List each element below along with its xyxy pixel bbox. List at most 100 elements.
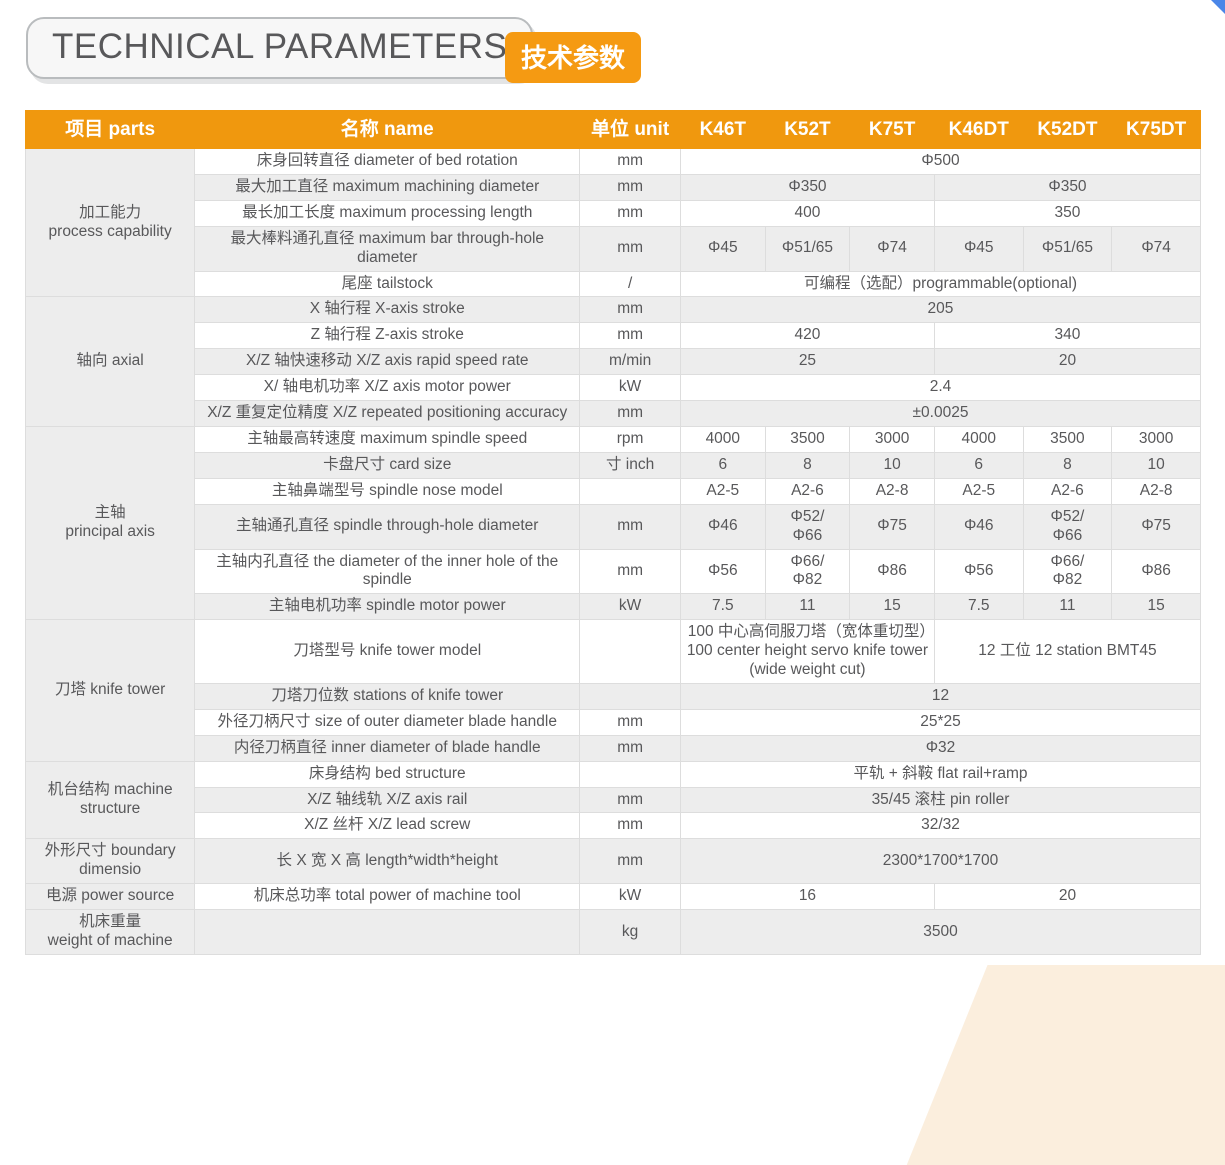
page-title-banner: TECHNICAL PARAMETERS bbox=[26, 17, 534, 79]
header-model-k52dt: K52DT bbox=[1022, 110, 1113, 149]
table-row: 主轴通孔直径 spindle through-hole diameter mm Φ4… bbox=[26, 503, 1201, 550]
row-name: 卡盘尺寸 card size bbox=[194, 451, 581, 479]
table-row: 最大棒料通孔直径 maximum bar through-hole diamet… bbox=[26, 225, 1201, 272]
row-name: 最大加工直径 maximum machining diameter bbox=[194, 173, 581, 201]
row-value: 平轨 + 斜鞍 flat rail+ramp bbox=[679, 760, 1202, 788]
row-unit: mm bbox=[579, 225, 681, 272]
technical-parameters-table: 项目 parts 名称 name 单位 unit K46T K52T K75T … bbox=[24, 110, 1202, 955]
row-unit: mm bbox=[579, 734, 681, 762]
row-value: 205 bbox=[679, 296, 1202, 324]
row-value: A2-6 bbox=[764, 477, 851, 505]
row-unit: mm bbox=[579, 838, 681, 885]
section-label: 机台结构 machine structure bbox=[24, 760, 196, 840]
table-row: 最长加工长度 maximum processing length mm 400 350 bbox=[26, 199, 1202, 227]
bottom-right-decoration-shape-2 bbox=[1115, 965, 1225, 1165]
row-unit: mm bbox=[579, 199, 681, 227]
row-value: 15 bbox=[1111, 593, 1201, 621]
row-value: 6 bbox=[679, 451, 766, 479]
row-value: Φ45 bbox=[679, 225, 766, 272]
row-value: A2-8 bbox=[849, 477, 935, 505]
row-name: 机床总功率 total power of machine tool bbox=[194, 883, 581, 911]
row-value: Φ51/65 bbox=[1022, 225, 1113, 272]
row-value: Φ51/65 bbox=[764, 225, 851, 272]
row-value: Φ66/Φ82 bbox=[1022, 548, 1113, 595]
row-value: 8 bbox=[764, 451, 851, 479]
row-value: 可编程（选配）programmable(optional) bbox=[679, 270, 1202, 298]
row-value: Φ86 bbox=[1111, 548, 1201, 595]
row-unit: mm bbox=[579, 548, 681, 595]
row-name: 外径刀柄尺寸 size of outer diameter blade hand… bbox=[194, 708, 581, 736]
title-plate: TECHNICAL PARAMETERS bbox=[26, 17, 534, 79]
header-model-k46t: K46T bbox=[679, 110, 766, 149]
row-unit: kW bbox=[579, 593, 681, 621]
row-value: Φ500 bbox=[679, 148, 1202, 175]
row-unit: mm bbox=[579, 400, 681, 427]
row-value: Φ350 bbox=[679, 173, 935, 201]
row-value: 10 bbox=[1111, 451, 1201, 479]
table-row: 刀塔刀位数 stations of knife tower 12 bbox=[26, 682, 1202, 710]
table-body: 加工能力 process capability 床身回转直径 diameter of… bbox=[24, 147, 1202, 955]
row-value: 12 bbox=[679, 682, 1202, 710]
table-header: 项目 parts 名称 name 单位 unit K46T K52T K75T … bbox=[24, 110, 1201, 149]
table-row: 刀塔 knife tower 刀塔型号 knife tower model 100 … bbox=[24, 619, 1202, 762]
row-value: 25 bbox=[679, 348, 935, 376]
row-name: 刀塔刀位数 stations of knife tower bbox=[194, 682, 581, 710]
row-value: 20 bbox=[933, 348, 1202, 376]
row-unit: mm bbox=[579, 148, 681, 175]
row-value: Φ74 bbox=[849, 225, 935, 272]
row-unit: kg bbox=[579, 909, 681, 955]
row-value: 2.4 bbox=[679, 374, 1202, 402]
row-value: Φ52/Φ66 bbox=[764, 503, 851, 550]
row-value: A2-8 bbox=[1111, 477, 1201, 505]
row-value: 11 bbox=[1022, 593, 1113, 621]
row-unit: kW bbox=[579, 374, 681, 402]
row-value: 25*25 bbox=[679, 708, 1202, 736]
row-value: 20 bbox=[933, 883, 1202, 911]
table-row: 轴向 axial X 轴行程 X-axis stroke mm 205 bbox=[24, 296, 1202, 427]
section-label: 加工能力 process capability bbox=[24, 147, 196, 298]
row-value: Φ56 bbox=[679, 548, 766, 595]
row-name: 最长加工长度 maximum processing length bbox=[194, 199, 581, 227]
row-name: 内径刀柄直径 inner diameter of blade handle bbox=[194, 734, 581, 762]
row-value: 4000 bbox=[679, 425, 766, 453]
table-row: X/Z 丝杆 X/Z lead screw mm 32/32 bbox=[26, 812, 1202, 840]
table-row: 加工能力 process capability 床身回转直径 diameter of… bbox=[24, 147, 1202, 298]
table-row: 外径刀柄尺寸 size of outer diameter blade hand… bbox=[26, 708, 1202, 736]
row-unit: mm bbox=[579, 296, 681, 324]
table-row: 尾座 tailstock / 可编程（选配）programmable(optiona… bbox=[26, 270, 1202, 298]
row-name: X/Z 轴线轨 X/Z axis rail bbox=[194, 786, 581, 814]
row-value: 350 bbox=[933, 199, 1202, 227]
header-model-k52t: K52T bbox=[764, 110, 851, 149]
row-value: Φ86 bbox=[849, 548, 935, 595]
row-value: 35/45 滚柱 pin roller bbox=[679, 786, 1202, 814]
table-row: X/Z 轴快速移动 X/Z axis rapid speed rate m/min… bbox=[26, 348, 1202, 376]
row-value: 11 bbox=[764, 593, 851, 621]
row-unit: / bbox=[579, 270, 681, 298]
row-unit: mm bbox=[579, 173, 681, 201]
row-value: 12 工位 12 station BMT45 bbox=[933, 619, 1202, 684]
row-value: 8 bbox=[1022, 451, 1113, 479]
table-row: 电源 power source 机床总功率 total power of mach… bbox=[24, 883, 1202, 911]
row-value: Φ45 bbox=[933, 225, 1024, 272]
row-unit: mm bbox=[579, 786, 681, 814]
row-value: Φ52/Φ66 bbox=[1022, 503, 1113, 550]
header-unit: 单位 unit bbox=[579, 110, 681, 149]
row-unit: rpm bbox=[579, 425, 681, 453]
row-name: 刀塔型号 knife tower model bbox=[194, 619, 581, 684]
row-unit bbox=[579, 682, 681, 710]
row-value: 16 bbox=[679, 883, 935, 911]
row-name: Z 轴行程 Z-axis stroke bbox=[194, 322, 581, 350]
row-value: 400 bbox=[679, 199, 935, 227]
row-name: X/Z 轴快速移动 X/Z axis rapid speed rate bbox=[194, 348, 581, 376]
spec-table-container: 项目 parts 名称 name 单位 unit K46T K52T K75T … bbox=[24, 110, 1202, 955]
row-value: 2300*1700*1700 bbox=[679, 838, 1202, 885]
table-row: 外形尺寸 boundary dimensio 长 X 宽 X 高 length*w… bbox=[24, 838, 1202, 885]
table-row: 主轴电机功率 spindle motor power kW 7.5 11 15 7.5 11… bbox=[26, 593, 1201, 621]
row-unit: 寸 inch bbox=[579, 451, 681, 479]
row-name: 床身回转直径 diameter of bed rotation bbox=[194, 148, 581, 175]
row-name: X 轴行程 X-axis stroke bbox=[194, 296, 581, 324]
row-value: 340 bbox=[933, 322, 1202, 350]
row-value: Φ56 bbox=[933, 548, 1024, 595]
row-name: 主轴最高转速度 maximum spindle speed bbox=[194, 425, 581, 453]
